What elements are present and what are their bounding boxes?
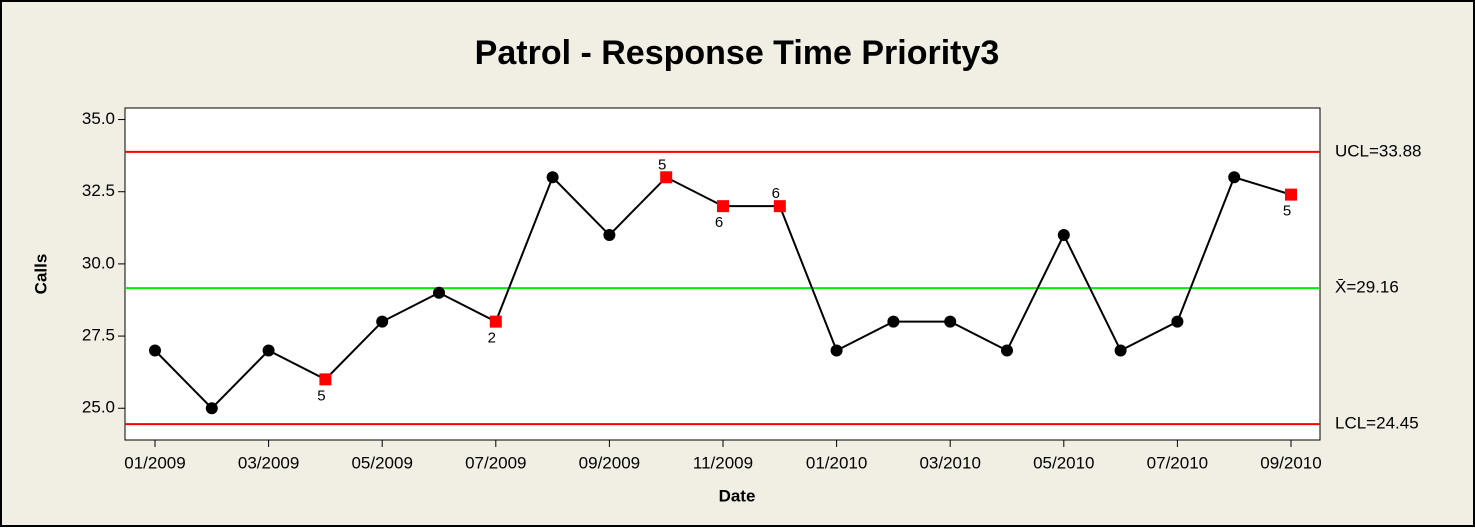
- x-tick-label: 09/2010: [1260, 453, 1321, 472]
- data-point: [603, 229, 616, 242]
- x-tick-label: 01/2010: [806, 453, 867, 472]
- flag-label: 5: [658, 156, 666, 173]
- data-point: [149, 344, 161, 357]
- y-tick-label: 30.0: [82, 253, 115, 272]
- data-point: [1001, 344, 1013, 357]
- data-point: [433, 286, 445, 299]
- flagged-point: [1285, 188, 1297, 201]
- x-tick-label: 03/2009: [238, 453, 299, 472]
- control-label: X̄=29.16: [1335, 278, 1399, 297]
- x-axis-label: Date: [719, 486, 756, 505]
- data-point: [1057, 229, 1070, 242]
- data-point: [205, 402, 218, 415]
- flagged-point: [489, 315, 502, 328]
- flag-label: 5: [1283, 203, 1291, 220]
- flag-label: 6: [772, 185, 780, 202]
- y-tick-label: 35.0: [82, 109, 115, 128]
- x-tick-label: 05/2010: [1033, 453, 1094, 472]
- x-tick-label: 07/2010: [1147, 453, 1208, 472]
- data-point: [944, 315, 957, 328]
- flag-label: 5: [317, 387, 325, 404]
- data-point: [262, 344, 275, 357]
- data-point: [830, 344, 843, 357]
- data-point: [376, 315, 389, 328]
- data-point: [546, 171, 559, 184]
- flagged-point: [773, 200, 786, 213]
- x-tick-label: 05/2009: [351, 453, 412, 472]
- data-point: [887, 315, 900, 328]
- flagged-point: [660, 171, 673, 184]
- x-tick-label: 07/2009: [465, 453, 526, 472]
- y-axis-label: Calls: [31, 254, 50, 295]
- y-tick-label: 27.5: [82, 326, 115, 345]
- x-tick-label: 11/2009: [693, 453, 753, 472]
- data-point: [1114, 344, 1127, 357]
- x-tick-label: 09/2009: [579, 453, 640, 472]
- control-label: LCL=24.45: [1335, 414, 1419, 433]
- plot-area: [124, 107, 1321, 441]
- data-point: [1171, 315, 1184, 328]
- x-tick-label: 01/2009: [124, 453, 185, 472]
- data-point: [1228, 171, 1241, 184]
- chart-title: Patrol - Response Time Priority3: [475, 34, 1000, 72]
- flag-label: 6: [715, 214, 723, 231]
- flag-label: 2: [488, 330, 496, 347]
- flagged-point: [717, 200, 729, 213]
- control-label: UCL=33.88: [1335, 141, 1421, 160]
- y-tick-label: 25.0: [82, 398, 115, 417]
- flagged-point: [319, 373, 332, 386]
- y-tick-label: 32.5: [82, 181, 115, 200]
- x-tick-label: 03/2010: [919, 453, 980, 472]
